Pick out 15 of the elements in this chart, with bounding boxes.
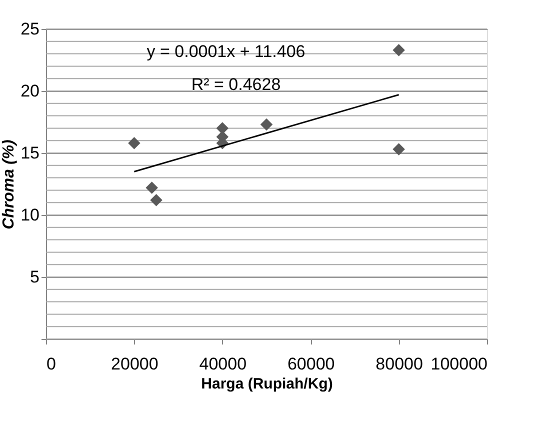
y-axis-title: Chroma (%) — [0, 140, 18, 230]
y-tick-label: 25 — [20, 20, 40, 38]
x-axis-title: Harga (Rupiah/Kg) — [201, 376, 333, 392]
x-tick-label: 100000 — [430, 354, 488, 374]
annotation: R² = 0.4628 — [191, 75, 281, 94]
y-tick-label: 10 — [20, 206, 40, 224]
x-tick-label: 60000 — [287, 354, 335, 374]
x-tick-label: 0 — [46, 354, 56, 374]
x-tick-label: 20000 — [111, 354, 158, 374]
y-tick-label: 5 — [30, 268, 40, 286]
y-tick-label: 20 — [20, 82, 40, 100]
x-tick-label: 40000 — [199, 354, 247, 374]
annotation: y = 0.0001x + 11.406 — [146, 42, 306, 61]
y-tick-label: 15 — [20, 144, 40, 162]
x-tick-label: 80000 — [376, 354, 423, 374]
